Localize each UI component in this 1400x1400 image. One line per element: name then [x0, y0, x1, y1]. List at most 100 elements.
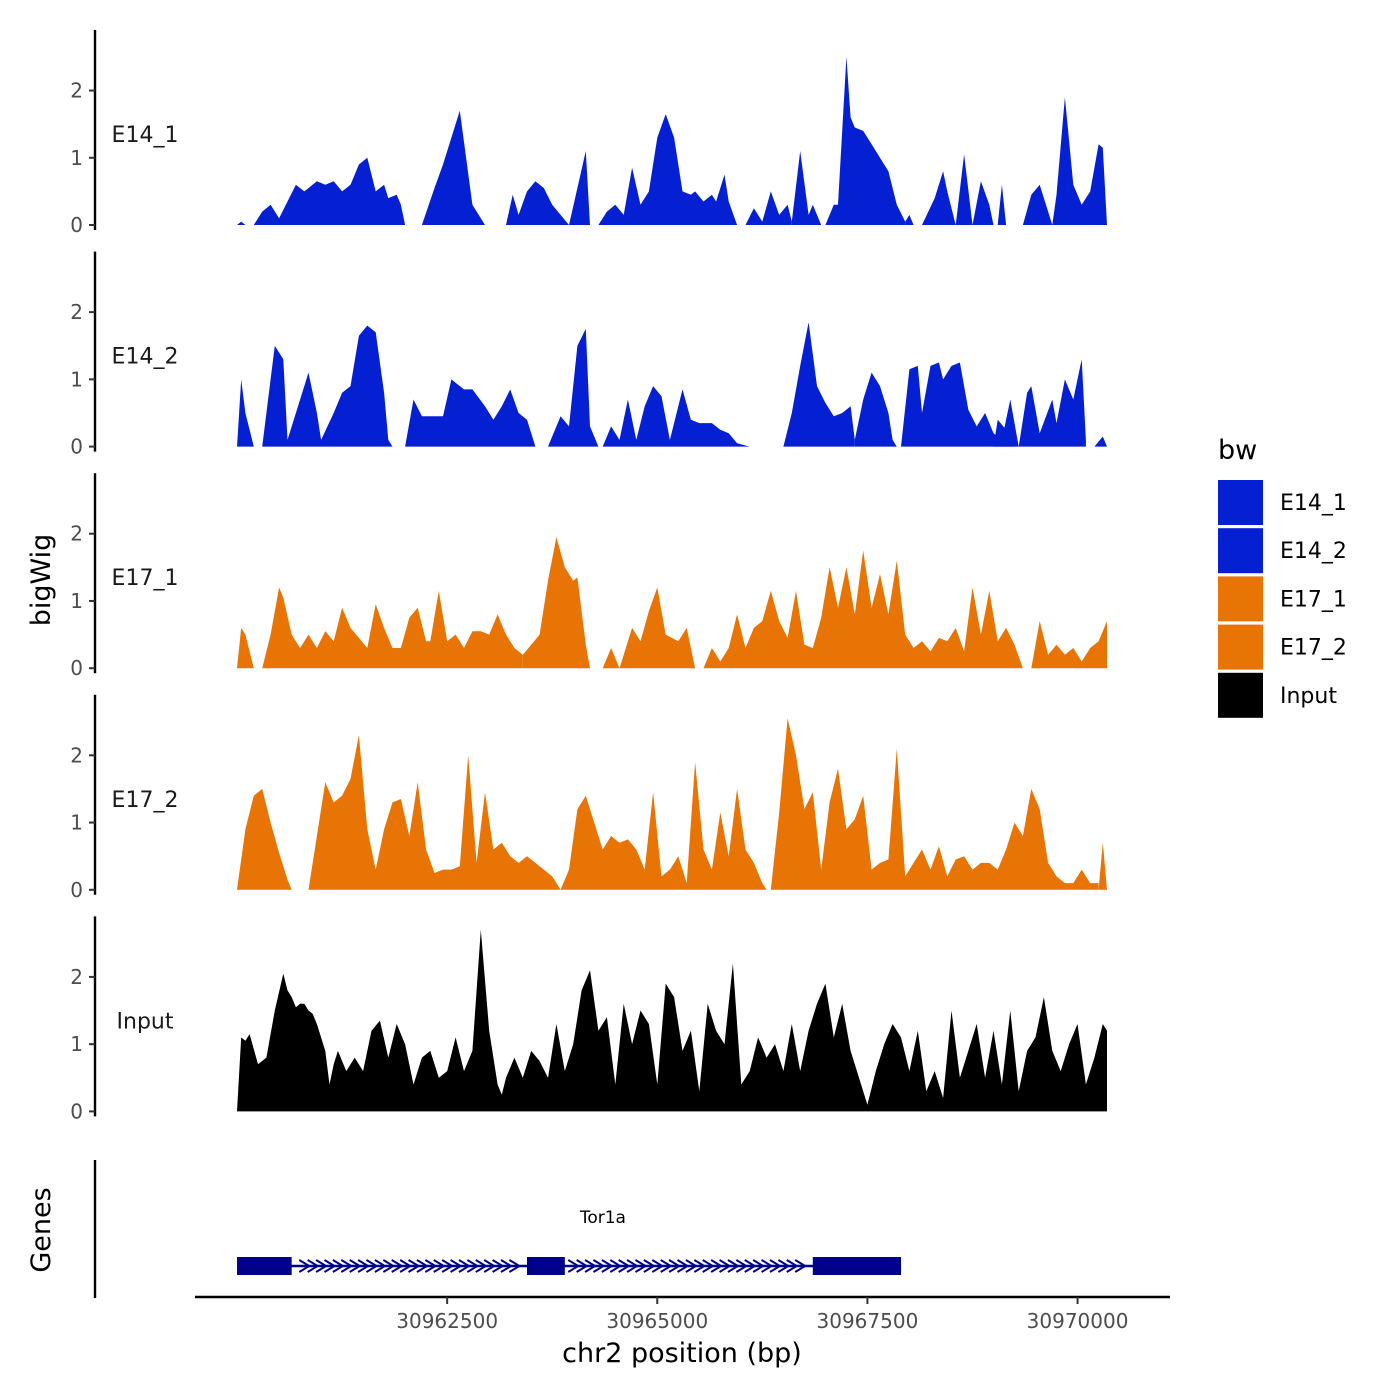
y-tick-label: 2 — [70, 300, 83, 324]
strand-arrow — [450, 1259, 463, 1273]
signal-area — [405, 379, 536, 447]
signal-area — [602, 648, 620, 669]
strand-arrow — [424, 1259, 438, 1273]
track-label: Input — [117, 1009, 174, 1034]
genes-panel-title: Genes — [26, 1187, 57, 1272]
signal-area — [569, 151, 590, 225]
signal-area — [237, 379, 254, 447]
signal-area — [548, 328, 599, 447]
legend-swatch — [1218, 576, 1263, 622]
legend-label: E14_1 — [1280, 491, 1347, 516]
signal-area — [237, 221, 246, 225]
strand-arrow — [634, 1259, 648, 1273]
track-label: E17_2 — [112, 788, 179, 813]
legend-swatch — [1218, 480, 1263, 525]
strand-arrow — [492, 1259, 505, 1273]
signal-area — [237, 929, 1107, 1112]
legend-label: E14_2 — [1280, 539, 1347, 564]
signal-area — [1098, 842, 1107, 890]
signal-area — [1031, 621, 1107, 669]
strand-arrow — [374, 1259, 387, 1273]
genes-panel: Tor1a — [93, 1160, 902, 1298]
strand-arrow — [693, 1259, 707, 1273]
track-E14_2: 0 1 2 E14_2 — [70, 251, 1107, 459]
signal-area — [262, 325, 393, 447]
y-tick-label: 2 — [70, 965, 83, 989]
legend-label: E17_2 — [1280, 636, 1347, 661]
y-tick-label: 0 — [70, 213, 83, 237]
strand-arrow — [416, 1259, 429, 1273]
strand-arrow — [592, 1259, 606, 1273]
strand-arrow — [626, 1259, 640, 1273]
strand-arrow — [340, 1259, 354, 1273]
x-axis-title: chr2 position (bp) — [562, 1338, 802, 1369]
strand-arrow — [315, 1259, 329, 1273]
signal-area — [922, 171, 956, 225]
strand-arrow — [643, 1259, 656, 1273]
signal-area — [972, 181, 994, 225]
tracks-layer: 0 1 2 E14_1 0 1 2 E14_2 0 1 2 E17_1 0 1 2 E17_2 0 1 2 Input — [70, 30, 1107, 1123]
gene-name: Tor1a — [579, 1208, 626, 1228]
legend-swatch — [1218, 528, 1263, 574]
strand-arrow — [769, 1259, 782, 1273]
legend-label: Input — [1280, 684, 1337, 709]
signal-area — [237, 788, 292, 890]
signal-area — [703, 550, 1023, 669]
signal-area — [1094, 436, 1107, 447]
strand-arrow — [483, 1259, 497, 1273]
strand-arrow — [408, 1259, 421, 1273]
strand-arrow — [601, 1259, 614, 1273]
strand-arrow — [786, 1259, 799, 1273]
track-Input: 0 1 2 Input — [70, 916, 1107, 1123]
x-axis: 30962500 30965000 30967500 30970000 — [195, 1295, 1170, 1333]
legend-swatch — [1218, 624, 1263, 670]
strand-arrow — [567, 1259, 581, 1273]
y-tick-label: 1 — [70, 589, 83, 613]
legend-title: bw — [1218, 435, 1257, 466]
strand-arrow — [466, 1259, 480, 1273]
track-label: E14_2 — [112, 345, 179, 370]
exon — [237, 1257, 292, 1275]
y-tick-label: 2 — [70, 79, 83, 103]
legend-label: E17_1 — [1280, 587, 1347, 612]
track-label: E14_1 — [112, 123, 179, 148]
signal-area — [1022, 97, 1107, 225]
signal-area — [854, 372, 897, 447]
strand-arrow — [382, 1259, 396, 1273]
strand-arrow — [441, 1259, 455, 1273]
signal-area — [598, 114, 738, 225]
signal-area — [522, 537, 590, 669]
y-tick-label: 1 — [70, 811, 83, 835]
signal-area — [237, 627, 254, 669]
signal-area — [506, 181, 569, 225]
signal-area — [253, 157, 406, 225]
signal-area — [421, 110, 485, 225]
strand-arrow — [500, 1259, 513, 1273]
strand-arrow — [357, 1259, 371, 1273]
legend: bw E14_1 E14_2 E17_1 E17_2 Input — [1218, 435, 1347, 718]
track-E17_2: 0 1 2 E17_2 — [70, 694, 1107, 902]
strand-arrow — [475, 1259, 488, 1273]
y-tick-label: 0 — [70, 878, 83, 902]
y-tick-label: 1 — [70, 1032, 83, 1056]
strand-arrow — [508, 1259, 522, 1273]
strand-arrow — [752, 1259, 766, 1273]
signal-area — [602, 386, 750, 447]
exon — [527, 1257, 565, 1275]
strand-arrow — [365, 1259, 379, 1273]
track-label: E17_1 — [112, 566, 179, 591]
strand-arrow — [761, 1259, 774, 1273]
signal-area — [993, 419, 1015, 447]
x-tick-label: 30970000 — [1027, 1309, 1129, 1333]
signal-area — [901, 362, 1019, 447]
signal-area — [619, 587, 696, 669]
strand-arrow — [744, 1259, 757, 1273]
strand-arrow — [719, 1259, 732, 1273]
strand-arrow — [349, 1259, 362, 1273]
y-tick-label: 0 — [70, 656, 83, 680]
signal-area — [955, 154, 973, 225]
signal-area — [825, 56, 906, 226]
y-tick-label: 1 — [70, 367, 83, 391]
x-tick-label: 30965000 — [606, 1309, 708, 1333]
